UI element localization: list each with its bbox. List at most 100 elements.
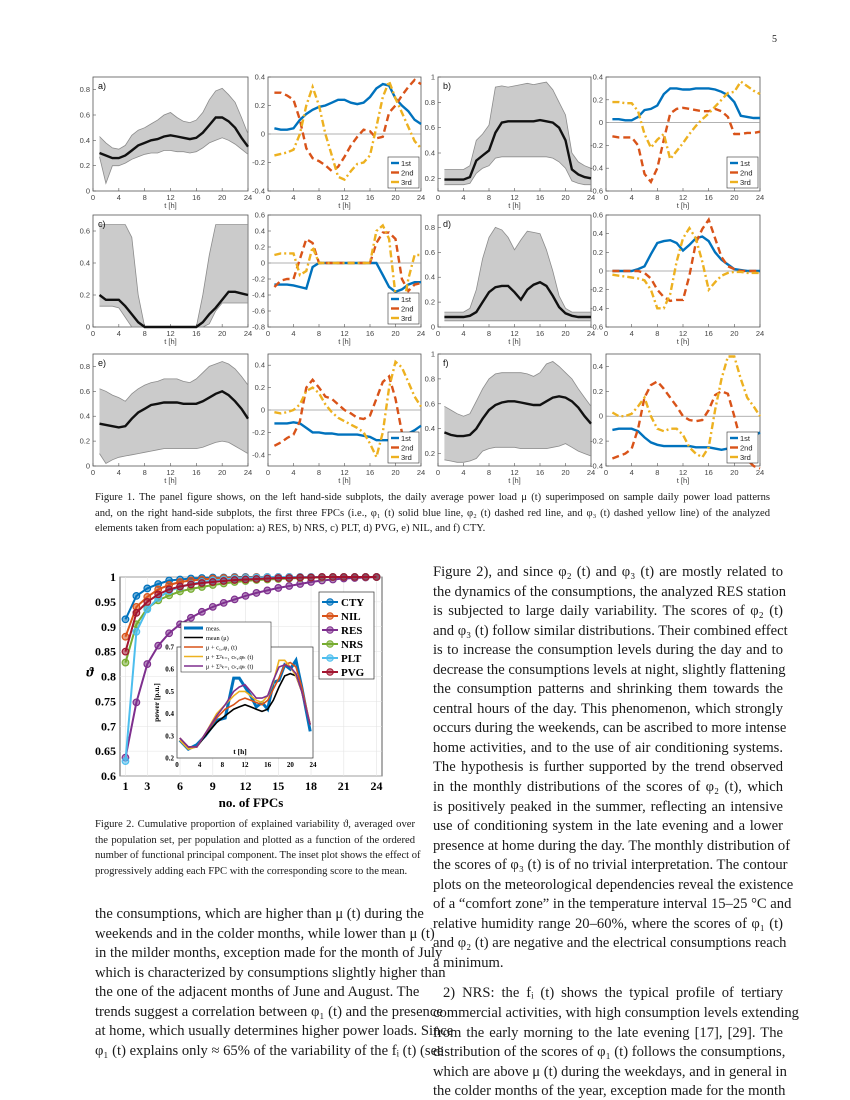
sample-loads-band — [99, 361, 248, 464]
x-tick-label: 8 — [487, 329, 491, 338]
x-tick-label: 0 — [436, 468, 440, 477]
y-tick-label: -0.8 — [252, 323, 265, 332]
legend-label: RES — [341, 625, 362, 637]
sample-load-line — [99, 440, 249, 465]
x-tick-label: 24 — [587, 193, 595, 202]
legend-label: meas. — [206, 626, 221, 633]
y-tick-label: -0.2 — [252, 428, 265, 437]
y-tick-label: 0.2 — [425, 449, 435, 458]
y-tick-label: 0.5 — [165, 688, 174, 696]
x-tick-label: 4 — [117, 468, 121, 477]
x-tick-label: 0 — [91, 329, 95, 338]
data-point — [176, 582, 184, 591]
x-tick-label: 24 — [371, 779, 383, 793]
x-tick-label: 16 — [704, 468, 712, 477]
legend-label: mean (μ) — [206, 635, 229, 642]
x-axis-label: t [h] — [233, 747, 247, 756]
sample-load-line — [99, 87, 249, 150]
figure2-caption: Figure 2. Cumulative proportion of expla… — [95, 817, 421, 879]
y-tick-label: 0.7 — [165, 644, 174, 652]
y-tick-label: -0.2 — [590, 141, 603, 150]
x-tick-label: 4 — [198, 761, 202, 769]
x-tick-label: 4 — [291, 329, 295, 338]
legend-label: NIL — [341, 611, 361, 623]
sample-load-line — [444, 443, 592, 463]
caption-line: the population set, per population and p… — [95, 834, 415, 846]
text-line: which are above μ (t) during the weekday… — [433, 1063, 787, 1080]
text-line: plots on the meteorological dependencies… — [433, 876, 794, 893]
x-tick-label: 4 — [630, 193, 634, 202]
x-tick-label: 8 — [221, 761, 225, 769]
text-line: is positively peaked in the summer, refl… — [433, 798, 783, 815]
y-tick-label: 0 — [261, 259, 265, 268]
text-line: from the early morning to the late eveni… — [433, 1024, 783, 1041]
y-tick-label: -0.6 — [590, 187, 603, 196]
text-line: trends suggest a correlation between φ₁ … — [95, 1003, 443, 1020]
x-tick-label: 8 — [487, 468, 491, 477]
x-axis-label: no. of FPCs — [219, 795, 284, 810]
caption-line: number of functional principal component… — [95, 850, 421, 862]
y-tick-label: 0.4 — [255, 227, 265, 236]
y-tick-label: 0.8 — [425, 98, 435, 107]
x-tick-label: 9 — [210, 779, 216, 793]
x-tick-label: 24 — [310, 761, 318, 769]
data-point — [121, 658, 130, 667]
data-point — [187, 580, 195, 589]
x-tick-label: 12 — [679, 193, 687, 202]
data-point — [372, 573, 381, 581]
text-line: home activities, and to the use of air c… — [433, 739, 783, 756]
text-line: relative humidity range 20–60%, where th… — [433, 915, 783, 932]
legend-label: 2nd — [401, 444, 414, 453]
sample-loads-band — [99, 224, 248, 327]
y-tick-label: 0 — [261, 406, 265, 415]
y-axis-label: ϑ — [86, 666, 94, 681]
paragraph-gap — [433, 973, 783, 984]
legend-marker — [326, 626, 334, 634]
data-point — [241, 575, 250, 584]
x-tick-label: 12 — [242, 761, 250, 769]
y-tick-label: -0.6 — [590, 323, 603, 332]
x-axis-label: t [h] — [338, 201, 351, 210]
data-point — [296, 573, 305, 582]
x-tick-label: 24 — [756, 193, 764, 202]
x-tick-label: 20 — [730, 193, 738, 202]
x-tick-label: 0 — [91, 193, 95, 202]
data-point — [350, 573, 359, 581]
sample-load-line — [99, 137, 249, 185]
x-tick-label: 8 — [143, 468, 147, 477]
data-point — [263, 586, 272, 595]
legend-label: μ + c₁,ᵢφ₁ (t) — [206, 645, 237, 652]
data-point — [219, 577, 228, 585]
x-tick-label: 24 — [417, 329, 425, 338]
text-line: central hours of the day. This phenomeno… — [433, 700, 783, 717]
data-point — [361, 573, 370, 581]
text-line: of a “comfort zone” in the temperature i… — [433, 896, 792, 913]
x-tick-label: 20 — [218, 193, 226, 202]
y-tick-label: 0.6 — [425, 399, 435, 408]
data-point — [154, 641, 163, 650]
y-tick-label: 0.4 — [593, 73, 603, 82]
x-tick-label: 24 — [244, 468, 252, 477]
text-line: The hypothesis is further supported by t… — [433, 759, 783, 776]
legend-box — [318, 591, 375, 680]
x-tick-label: 12 — [510, 193, 518, 202]
legend-label: μ + Σ³ₖ₌₁ cₖ,ᵢφₖ (t) — [206, 664, 253, 671]
legend-label: PVG — [341, 667, 365, 679]
sample-loads-band — [444, 82, 591, 185]
x-tick-label: 0 — [91, 468, 95, 477]
y-tick-label: 0.6 — [425, 248, 435, 257]
data-point — [285, 582, 294, 590]
text-line: commercial activities, with high consump… — [433, 1005, 799, 1022]
y-tick-label: 1 — [431, 350, 435, 359]
x-tick-label: 8 — [143, 329, 147, 338]
load-subplot: 0 4 8 12 16 20 24 0.2 0.4 0.6 0.8 1 t [h] f) — [425, 350, 596, 486]
x-tick-label: 0 — [604, 329, 608, 338]
fpc3-line — [611, 355, 762, 459]
y-tick-label: 0.85 — [95, 645, 116, 659]
data-point — [219, 598, 228, 607]
y-tick-label: 0.2 — [255, 243, 265, 252]
